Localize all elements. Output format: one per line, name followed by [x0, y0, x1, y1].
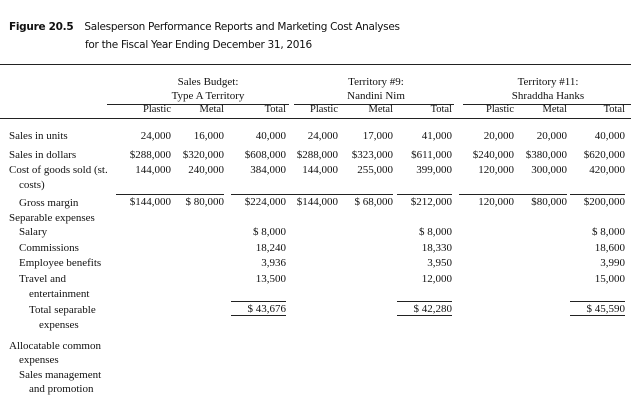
table-cell: 300,000 [531, 164, 567, 176]
row-label: Sales in dollars [9, 149, 77, 161]
table-cell: $320,000 [182, 149, 224, 161]
table-cell: 20,000 [483, 130, 514, 142]
group-line2: Nandini Nim [347, 90, 405, 102]
top-rule [0, 64, 631, 65]
table-cell: 12,000 [421, 273, 452, 285]
row-label: Travel and [19, 273, 66, 285]
table-cell: 18,240 [255, 242, 286, 254]
group-rule [294, 104, 454, 105]
table-cell: $611,000 [411, 149, 452, 161]
title-line1: Salesperson Performance Reports and Mark… [84, 21, 400, 33]
table-cell: $ 8,000 [592, 226, 625, 238]
table-cell: 18,600 [594, 242, 625, 254]
column-header: Metal [199, 104, 225, 115]
table-cell: 144,000 [135, 164, 171, 176]
group-header-territory9: Territory #9: Nandini Nim [298, 75, 454, 103]
row-label: Sales management [19, 369, 102, 381]
figure-title: Figure 20.5 Salesperson Performance Repo… [9, 21, 400, 33]
row-label: Sales in units [9, 130, 68, 142]
row-label: Employee benefits [19, 257, 102, 269]
table-cell: 15,000 [594, 273, 625, 285]
column-header: Total [603, 104, 625, 115]
table-cell: 24,000 [307, 130, 338, 142]
group-line2: Shraddha Hanks [511, 90, 585, 102]
group-line1: Sales Budget: [177, 76, 239, 88]
column-header: Plastic [310, 104, 338, 115]
table-cell: 20,000 [536, 130, 567, 142]
column-header: Plastic [143, 104, 171, 115]
table-cell: $144,000 [283, 194, 338, 208]
row-label: costs) [19, 179, 45, 191]
column-header: Plastic [486, 104, 514, 115]
table-cell: $144,000 [116, 194, 171, 208]
table-cell: 41,000 [421, 130, 452, 142]
table-cell: $620,000 [583, 149, 625, 161]
row-label: Gross margin [19, 197, 79, 209]
row-label: Cost of goods sold (st. [9, 164, 108, 176]
table-cell: $212,000 [397, 194, 452, 208]
table-cell: 255,000 [357, 164, 393, 176]
table-cell: 16,000 [193, 130, 224, 142]
table-cell: $288,000 [129, 149, 171, 161]
table-cell: 13,500 [255, 273, 286, 285]
table-cell: 399,000 [416, 164, 452, 176]
table-cell: 40,000 [594, 130, 625, 142]
table-cell: 17,000 [362, 130, 393, 142]
table-cell: $ 68,000 [338, 194, 393, 208]
group-line1: Territory #9: [348, 76, 404, 88]
table-cell: $240,000 [472, 149, 514, 161]
group-rule [107, 104, 289, 105]
table-cell: $380,000 [525, 149, 567, 161]
column-header: Total [430, 104, 452, 115]
column-header: Total [264, 104, 286, 115]
row-label: and promotion [29, 383, 94, 395]
table-cell: $200,000 [570, 194, 625, 208]
row-label: Allocatable common [9, 340, 101, 352]
row-label: Salary [19, 226, 48, 238]
table-cell: 24,000 [140, 130, 171, 142]
header-bottom-rule [0, 118, 631, 119]
table-cell: 18,330 [421, 242, 452, 254]
table-cell: $224,000 [231, 194, 286, 208]
title-line2: for the Fiscal Year Ending December 31, … [85, 39, 312, 51]
group-rule [463, 104, 631, 105]
group-line1: Territory #11: [517, 76, 579, 88]
table-cell: $ 45,590 [570, 301, 625, 316]
row-label: Separable expenses [9, 212, 95, 224]
table-cell: 3,950 [427, 257, 452, 269]
table-cell: $ 42,280 [397, 301, 452, 316]
table-cell: $288,000 [296, 149, 338, 161]
table-cell: 144,000 [302, 164, 338, 176]
table-cell: 40,000 [255, 130, 286, 142]
column-header: Metal [542, 104, 568, 115]
table-cell: 3,990 [600, 257, 625, 269]
table-cell: 420,000 [589, 164, 625, 176]
column-header: Metal [368, 104, 394, 115]
table-cell: $ 43,676 [231, 301, 286, 316]
row-label: expenses [39, 319, 79, 331]
row-label: Total separable [29, 304, 96, 316]
row-label: entertainment [29, 288, 90, 300]
table-cell: 240,000 [188, 164, 224, 176]
table-cell: 384,000 [250, 164, 286, 176]
table-cell: $80,000 [512, 194, 567, 208]
table-cell: $ 8,000 [419, 226, 452, 238]
group-header-budget: Sales Budget: Type A Territory [130, 75, 286, 103]
table-cell: $ 8,000 [253, 226, 286, 238]
table-cell: 3,936 [261, 257, 286, 269]
table-cell: $608,000 [244, 149, 286, 161]
table-cell: 120,000 [478, 164, 514, 176]
table-cell: 120,000 [459, 194, 514, 208]
figure-label: Figure 20.5 [9, 21, 74, 33]
group-header-territory11: Territory #11: Shraddha Hanks [470, 75, 626, 103]
table-cell: $ 80,000 [169, 194, 224, 208]
row-label: Commissions [19, 242, 79, 254]
group-line2: Type A Territory [171, 90, 245, 102]
row-label: expenses [19, 354, 59, 366]
table-cell: $323,000 [351, 149, 393, 161]
